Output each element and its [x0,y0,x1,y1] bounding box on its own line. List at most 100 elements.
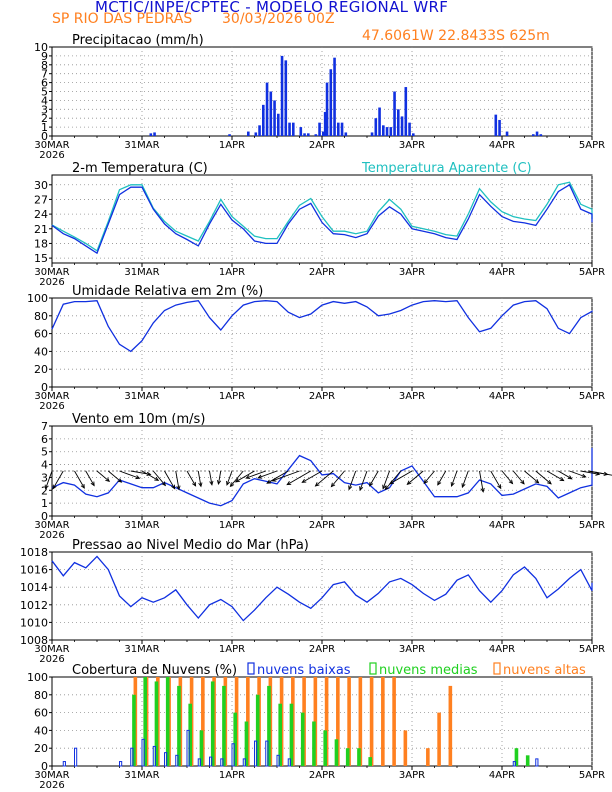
coordinates-label: 47.6061W 22.8433S 625m [362,28,550,44]
cloud-bar-nuvens-altas [381,677,385,766]
wind-arrow [524,470,539,484]
wind-arrow-head [117,478,123,483]
wind-arrow-head [226,480,231,486]
wind-arrow [423,470,435,484]
y-tick-label: 7 [41,420,48,433]
x-tick-label: 3APR [399,520,425,531]
wind-arrow-head [245,474,251,479]
x-tick-label: 2APR [309,770,335,781]
precip-bar [325,82,329,136]
x-tick-label: 1APR [219,140,245,151]
cloud-bar-nuvens-baixas [220,758,224,767]
x-tick-label: 30MAR [34,644,69,655]
cloud-bar-nuvens-baixas [186,729,190,767]
precip-bar [247,131,250,136]
wind-arrow [512,470,525,485]
y-tick-label: 20 [34,363,48,376]
precip-bar [378,107,381,136]
wind-arrow [479,470,484,492]
x-year-label: 2026 [39,277,64,288]
x-tick-label: 2APR [309,644,335,655]
cloud-bar-nuvens-baixas [287,758,291,767]
precip-bar [385,127,389,136]
x-tick-label: 31MAR [124,770,159,781]
cloud-bar-nuvens-medias [233,712,237,766]
x-year-label: 2026 [39,530,64,541]
x-tick-label: 4APR [489,391,515,402]
wind-arrow [389,470,413,485]
cloud-bar-nuvens-baixas [254,740,258,767]
x-tick-label: 4APR [489,520,515,531]
wind-arrow [490,470,502,489]
wind-arrow [437,470,447,486]
cloud-bar-nuvens-baixas [62,761,66,767]
y-tick-label: 1012 [20,599,48,612]
precip-bar [269,91,273,136]
x-tick-label: 30MAR [34,140,69,151]
series-line-temp [51,183,593,255]
header: MCTIC/INPE/CPTEC - MODELO REGIONAL WRF S… [0,0,612,44]
cloud-bar-nuvens-altas [347,677,351,766]
wind-arrow-head [480,487,485,493]
wind-arrow-head [567,475,573,480]
precip-bar [258,125,261,136]
cloud-bar-nuvens-baixas [209,756,213,767]
wind-arrow-head [80,483,85,489]
y-tick-label: 1010 [20,616,48,629]
y-tick-label: 8 [41,59,48,72]
wind-arrow [315,470,334,487]
cloud-bar-nuvens-medias [289,703,294,766]
x-tick-label: 31MAR [124,267,159,278]
wind-arrow-head [520,479,525,485]
legend-swatch [247,662,255,675]
wind-arrow [226,470,233,486]
y-tick-label: 6 [41,433,48,446]
wind-arrow [558,470,572,480]
wind-arrow-head [382,484,387,490]
y-tick-label: 0 [41,760,48,773]
cloud-bar-nuvens-baixas [164,752,168,767]
series-line-rh [51,299,593,353]
precip-bar [292,122,295,136]
y-tick-label: 1 [41,497,48,510]
x-tick-label: 31MAR [124,140,159,151]
y-tick-label: 1 [41,121,48,134]
cloud-bar-nuvens-baixas [197,758,201,767]
cloud-bar-nuvens-medias [345,748,350,766]
wind-arrow [175,470,180,490]
precip-bar [400,116,404,136]
panel-title: 2-m Temperatura (C) [72,161,208,176]
legend-label: nuvens baixas [257,663,351,678]
x-tick-label: 2APR [309,267,335,278]
precip-bar [374,118,378,136]
cloud-bar-nuvens-altas [358,677,363,766]
y-tick-label: 21 [34,223,48,236]
y-tick-label: 3 [41,471,48,484]
wind-arrow [45,470,53,489]
cloud-bar-nuvens-medias [154,681,159,766]
wind-arrow-head [450,482,455,488]
x-tick-label: 5APR [579,644,605,655]
wind-arrow-head [192,481,197,487]
wind-arrow [186,470,196,487]
location-label: SP RIO DAS PEDRAS [52,11,193,27]
precip-bar [333,57,336,136]
cloud-bar-nuvens-baixas [74,747,78,767]
precip-bar [265,82,269,136]
panel-title: Pressao ao Nivel Medio do Mar (hPa) [72,538,309,553]
cloud-bar-nuvens-medias [244,721,249,766]
x-tick-label: 3APR [399,391,425,402]
x-tick-label: 31MAR [124,520,159,531]
x-tick-label: 3APR [399,267,425,278]
wind-arrow-head [154,476,160,481]
x-tick-label: 2APR [309,391,335,402]
precip-bar [149,133,153,136]
precip-bar [303,133,306,136]
wind-arrow-head [301,478,307,483]
x-tick-label: 30MAR [34,770,69,781]
x-tick-label: 4APR [489,140,515,151]
cloud-bar-nuvens-baixas [141,738,145,767]
wind-arrow [246,470,266,479]
wind-arrow [535,470,552,485]
x-tick-label: 2APR [309,520,335,531]
